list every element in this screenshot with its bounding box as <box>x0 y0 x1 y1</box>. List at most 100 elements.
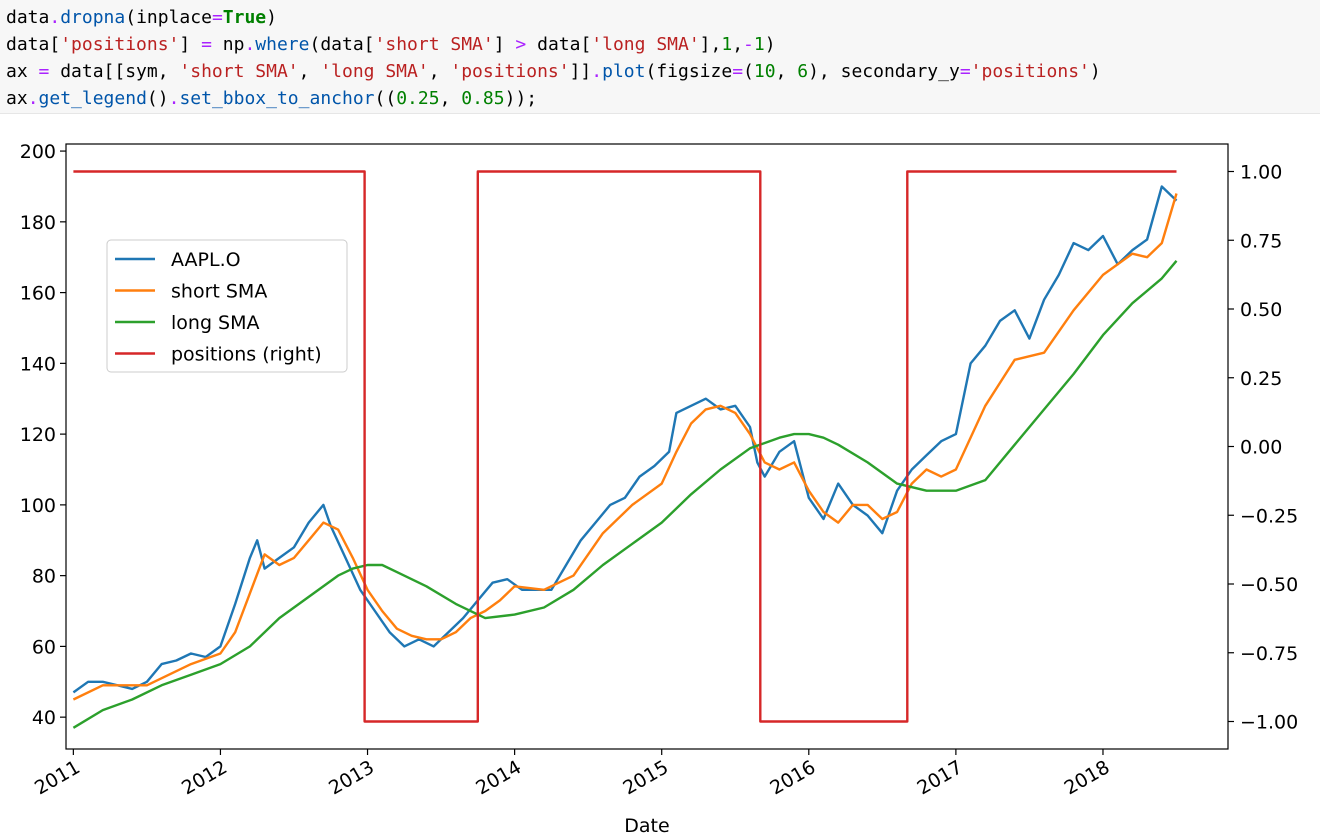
code-token: , <box>298 61 321 82</box>
y-right-tick-label: 0.50 <box>1240 299 1282 321</box>
code-token: data[ <box>526 34 592 55</box>
y-right-tick-label: −0.75 <box>1240 643 1298 665</box>
code-token: data <box>6 7 50 28</box>
x-tick-label: 2016 <box>766 756 819 799</box>
code-token: 1 <box>753 34 765 55</box>
code-token: . <box>49 7 61 28</box>
series-line-aapl-o <box>72 185 1178 694</box>
code-token: 10 <box>753 61 776 82</box>
y-right-tick-label: −1.00 <box>1240 712 1298 734</box>
y-left-tick-label: 100 <box>20 495 56 517</box>
x-tick-label: 2012 <box>178 756 231 799</box>
legend-label: AAPL.O <box>171 249 241 271</box>
x-tick-label: 2017 <box>914 756 967 799</box>
y-left-tick-label: 40 <box>32 707 56 729</box>
legend-label: long SMA <box>171 312 260 334</box>
chart-figure: 40 60 80 100 120 140 160 180 200 −1.00 −0.75 −0.50 −… <box>20 141 1299 837</box>
legend-label: positions (right) <box>171 344 322 366</box>
code-token: . <box>27 88 39 109</box>
plot-frame <box>65 143 1229 750</box>
series-line-positions-right- <box>73 170 1177 723</box>
code-token: (data[ <box>309 34 375 55</box>
code-token: get_legend <box>38 88 147 109</box>
code-token: 'positions' <box>970 61 1090 82</box>
code-token: , <box>439 88 462 109</box>
code-token: (( <box>374 88 397 109</box>
code-token: 'long SMA' <box>320 61 429 82</box>
code-token: = <box>732 61 744 82</box>
code-token: 'positions' <box>450 61 570 82</box>
legend-label: short SMA <box>171 281 267 303</box>
code-token: ] <box>493 34 516 55</box>
y-left-tick-label: 140 <box>20 353 56 375</box>
legend: AAPL.O short SMA long SMA positions (right) <box>106 239 348 373</box>
code-token: ], <box>699 34 722 55</box>
code-token: ] <box>179 34 202 55</box>
code-token: plot <box>602 61 646 82</box>
code-token: data[[sym, <box>49 61 180 82</box>
code-cell[interactable]: data.dropna(inplace=True) data['position… <box>0 0 1320 114</box>
code-token: = <box>959 61 971 82</box>
code-token: ax <box>6 61 39 82</box>
code-token: )); <box>504 88 538 109</box>
code-token: . <box>168 88 180 109</box>
y-left-tick-label: 200 <box>20 141 56 163</box>
code-token: , <box>428 61 451 82</box>
y-right-tick-label: 0.25 <box>1240 368 1282 390</box>
y-left-tick-label: 60 <box>32 636 56 658</box>
code-token: 'positions' <box>60 34 180 55</box>
y-right-tick-label: −0.50 <box>1240 574 1298 596</box>
code-token: , <box>775 61 798 82</box>
x-tick-label: 2018 <box>1061 756 1114 799</box>
code-token: ( <box>743 61 754 82</box>
code-token: = <box>211 7 223 28</box>
code-token: np <box>211 34 245 55</box>
code-token: (inplace <box>125 7 212 28</box>
y-right-tick-label: −0.25 <box>1240 505 1298 527</box>
code-token: 0.85 <box>461 88 505 109</box>
series-line-short-sma <box>72 193 1178 701</box>
y-right-tick-label: 1.00 <box>1240 162 1282 184</box>
code-token: 1 <box>721 34 733 55</box>
code-token: ) <box>266 7 277 28</box>
code-line-3: ax = data[[sym, 'short SMA', 'long SMA',… <box>6 58 1320 85</box>
code-token: ) <box>1089 61 1101 82</box>
x-tick-label: 2014 <box>472 756 525 799</box>
code-line-2: data['positions'] = np.where(data['short… <box>6 31 1320 58</box>
code-token: where <box>255 34 310 55</box>
code-token: () <box>146 88 169 109</box>
code-token: > <box>515 34 527 55</box>
code-token: , <box>732 34 744 55</box>
code-token: = <box>38 61 50 82</box>
code-token: . <box>244 34 256 55</box>
y-right-tick-label: 0.75 <box>1240 230 1282 252</box>
code-token: ) <box>764 34 776 55</box>
code-token: True <box>222 7 267 28</box>
code-token: = <box>201 34 212 55</box>
legend-box <box>106 239 348 373</box>
x-tick-label: 2015 <box>619 756 672 799</box>
y-left-tick-label: 80 <box>32 566 56 588</box>
x-axis-label: Date <box>624 815 669 837</box>
code-token: set_bbox_to_anchor <box>179 88 375 109</box>
x-tick-label: 2011 <box>31 756 84 799</box>
x-tick-label: 2013 <box>325 756 378 799</box>
code-token: 'short SMA' <box>179 61 299 82</box>
code-line-4: ax.get_legend().set_bbox_to_anchor((0.25… <box>6 85 1320 112</box>
code-token: 'long SMA' <box>591 34 700 55</box>
y-left-tick-label: 160 <box>20 283 56 305</box>
code-token: data[ <box>6 34 61 55</box>
code-token: 0.25 <box>396 88 440 109</box>
code-token: (figsize <box>645 61 733 82</box>
y-right-tick-label: 0.00 <box>1240 437 1282 459</box>
plot-lines <box>72 170 1178 729</box>
y-left-tick-label: 120 <box>20 424 56 446</box>
code-token: - <box>743 34 754 55</box>
code-token: 6 <box>797 61 809 82</box>
code-token: dropna <box>60 7 126 28</box>
code-token: ]] <box>569 61 592 82</box>
series-line-long-sma <box>72 260 1178 729</box>
code-token: ax <box>6 88 28 109</box>
code-line-1: data.dropna(inplace=True) <box>6 4 1320 31</box>
code-token: ), secondary_y <box>808 61 960 82</box>
